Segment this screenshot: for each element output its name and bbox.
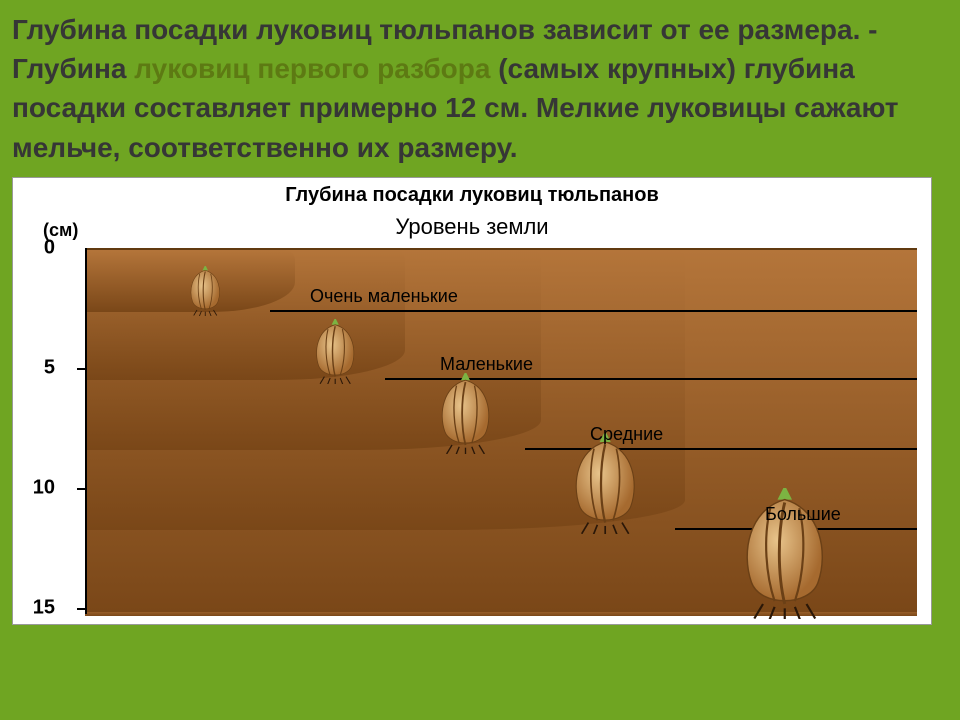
size-label: Маленькие	[440, 354, 533, 375]
bulb	[434, 373, 497, 459]
bulb	[566, 433, 644, 539]
bulb	[186, 266, 225, 321]
size-label: Очень маленькие	[310, 286, 458, 307]
bulb-icon	[566, 433, 644, 534]
y-tick: 0	[27, 236, 55, 259]
y-gridline	[77, 608, 85, 610]
planting-depth-diagram: Глубина посадки луковиц тюльпанов (см) У…	[12, 177, 932, 625]
bulb-icon	[186, 266, 225, 316]
chart-title: Глубина посадки луковиц тюльпанов	[13, 184, 931, 207]
y-tick: 10	[27, 476, 55, 499]
ground-level-label: Уровень земли	[13, 214, 931, 240]
size-label: Большие	[765, 504, 841, 525]
y-gridline	[77, 488, 85, 490]
y-axis	[85, 248, 87, 614]
heading-highlight: луковиц первого разбора	[134, 53, 490, 84]
y-tick: 5	[27, 356, 55, 379]
y-tick: 15	[27, 596, 55, 619]
bulb-icon	[310, 319, 360, 384]
bulb	[310, 319, 360, 389]
heading-text: Глубина посадки луковиц тюльпанов зависи…	[12, 10, 948, 167]
size-label: Средние	[590, 424, 663, 445]
y-gridline	[77, 368, 85, 370]
depth-line	[270, 310, 917, 312]
plot-area: Очень маленькие Маленькие	[85, 248, 917, 616]
bulb-icon	[434, 373, 497, 454]
